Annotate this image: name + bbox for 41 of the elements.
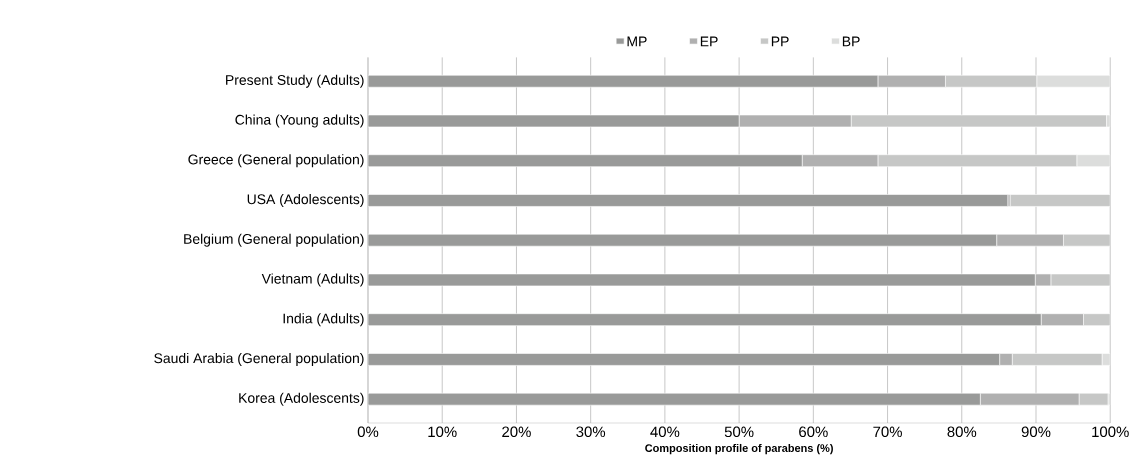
bar: [1076, 154, 1111, 167]
y-tick-label: Belgium (General population): [184, 233, 364, 247]
bar: [368, 233, 997, 247]
legend-label: PP: [771, 36, 789, 47]
bar: [1011, 353, 1103, 366]
x-axis-title: Composition profile of parabens (%): [645, 443, 833, 455]
bar: [1083, 313, 1111, 326]
bar: [1009, 194, 1111, 207]
x-tick-label: 90%: [1021, 426, 1051, 438]
bar: [945, 74, 1038, 88]
bar: [368, 353, 1000, 366]
x-tick-label: 30%: [576, 426, 606, 438]
legend-label: BP: [842, 36, 860, 47]
bar: [1007, 194, 1011, 207]
y-tick-label: India (Adults): [283, 313, 364, 327]
bar: [368, 313, 1042, 326]
bar: [368, 154, 803, 167]
y-tick-label: China (Young adults): [235, 114, 364, 128]
x-tick-label: 20%: [502, 426, 531, 438]
x-tick-label: 0%: [357, 426, 379, 438]
bar: [1036, 74, 1111, 88]
y-tick-label: USA (Adolescents): [247, 193, 364, 207]
legend-label: EP: [700, 36, 718, 47]
y-tick-label: Vietnam (Adults): [261, 273, 364, 287]
x-tick-label: 80%: [947, 426, 977, 438]
x-tick-label: 60%: [799, 426, 828, 438]
legend-label: MP: [627, 36, 647, 47]
x-tick-label: 100%: [1092, 426, 1129, 438]
y-tick-label: Greece (General population): [188, 154, 364, 168]
x-tick-label: 70%: [873, 426, 902, 438]
y-tick-label: Korea (Adolescents): [239, 392, 364, 406]
y-tick-label: Present Study (Adults): [226, 74, 364, 88]
x-tick-label: 50%: [724, 426, 754, 438]
y-tick-label: Saudi Arabia (General population): [154, 352, 364, 366]
bar: [877, 154, 1078, 167]
bar: [368, 74, 879, 88]
x-tick-label: 10%: [428, 426, 457, 438]
bar: [999, 353, 1013, 366]
bar: [1063, 233, 1111, 247]
bar: [368, 194, 1009, 207]
x-tick-label: 40%: [650, 426, 680, 438]
